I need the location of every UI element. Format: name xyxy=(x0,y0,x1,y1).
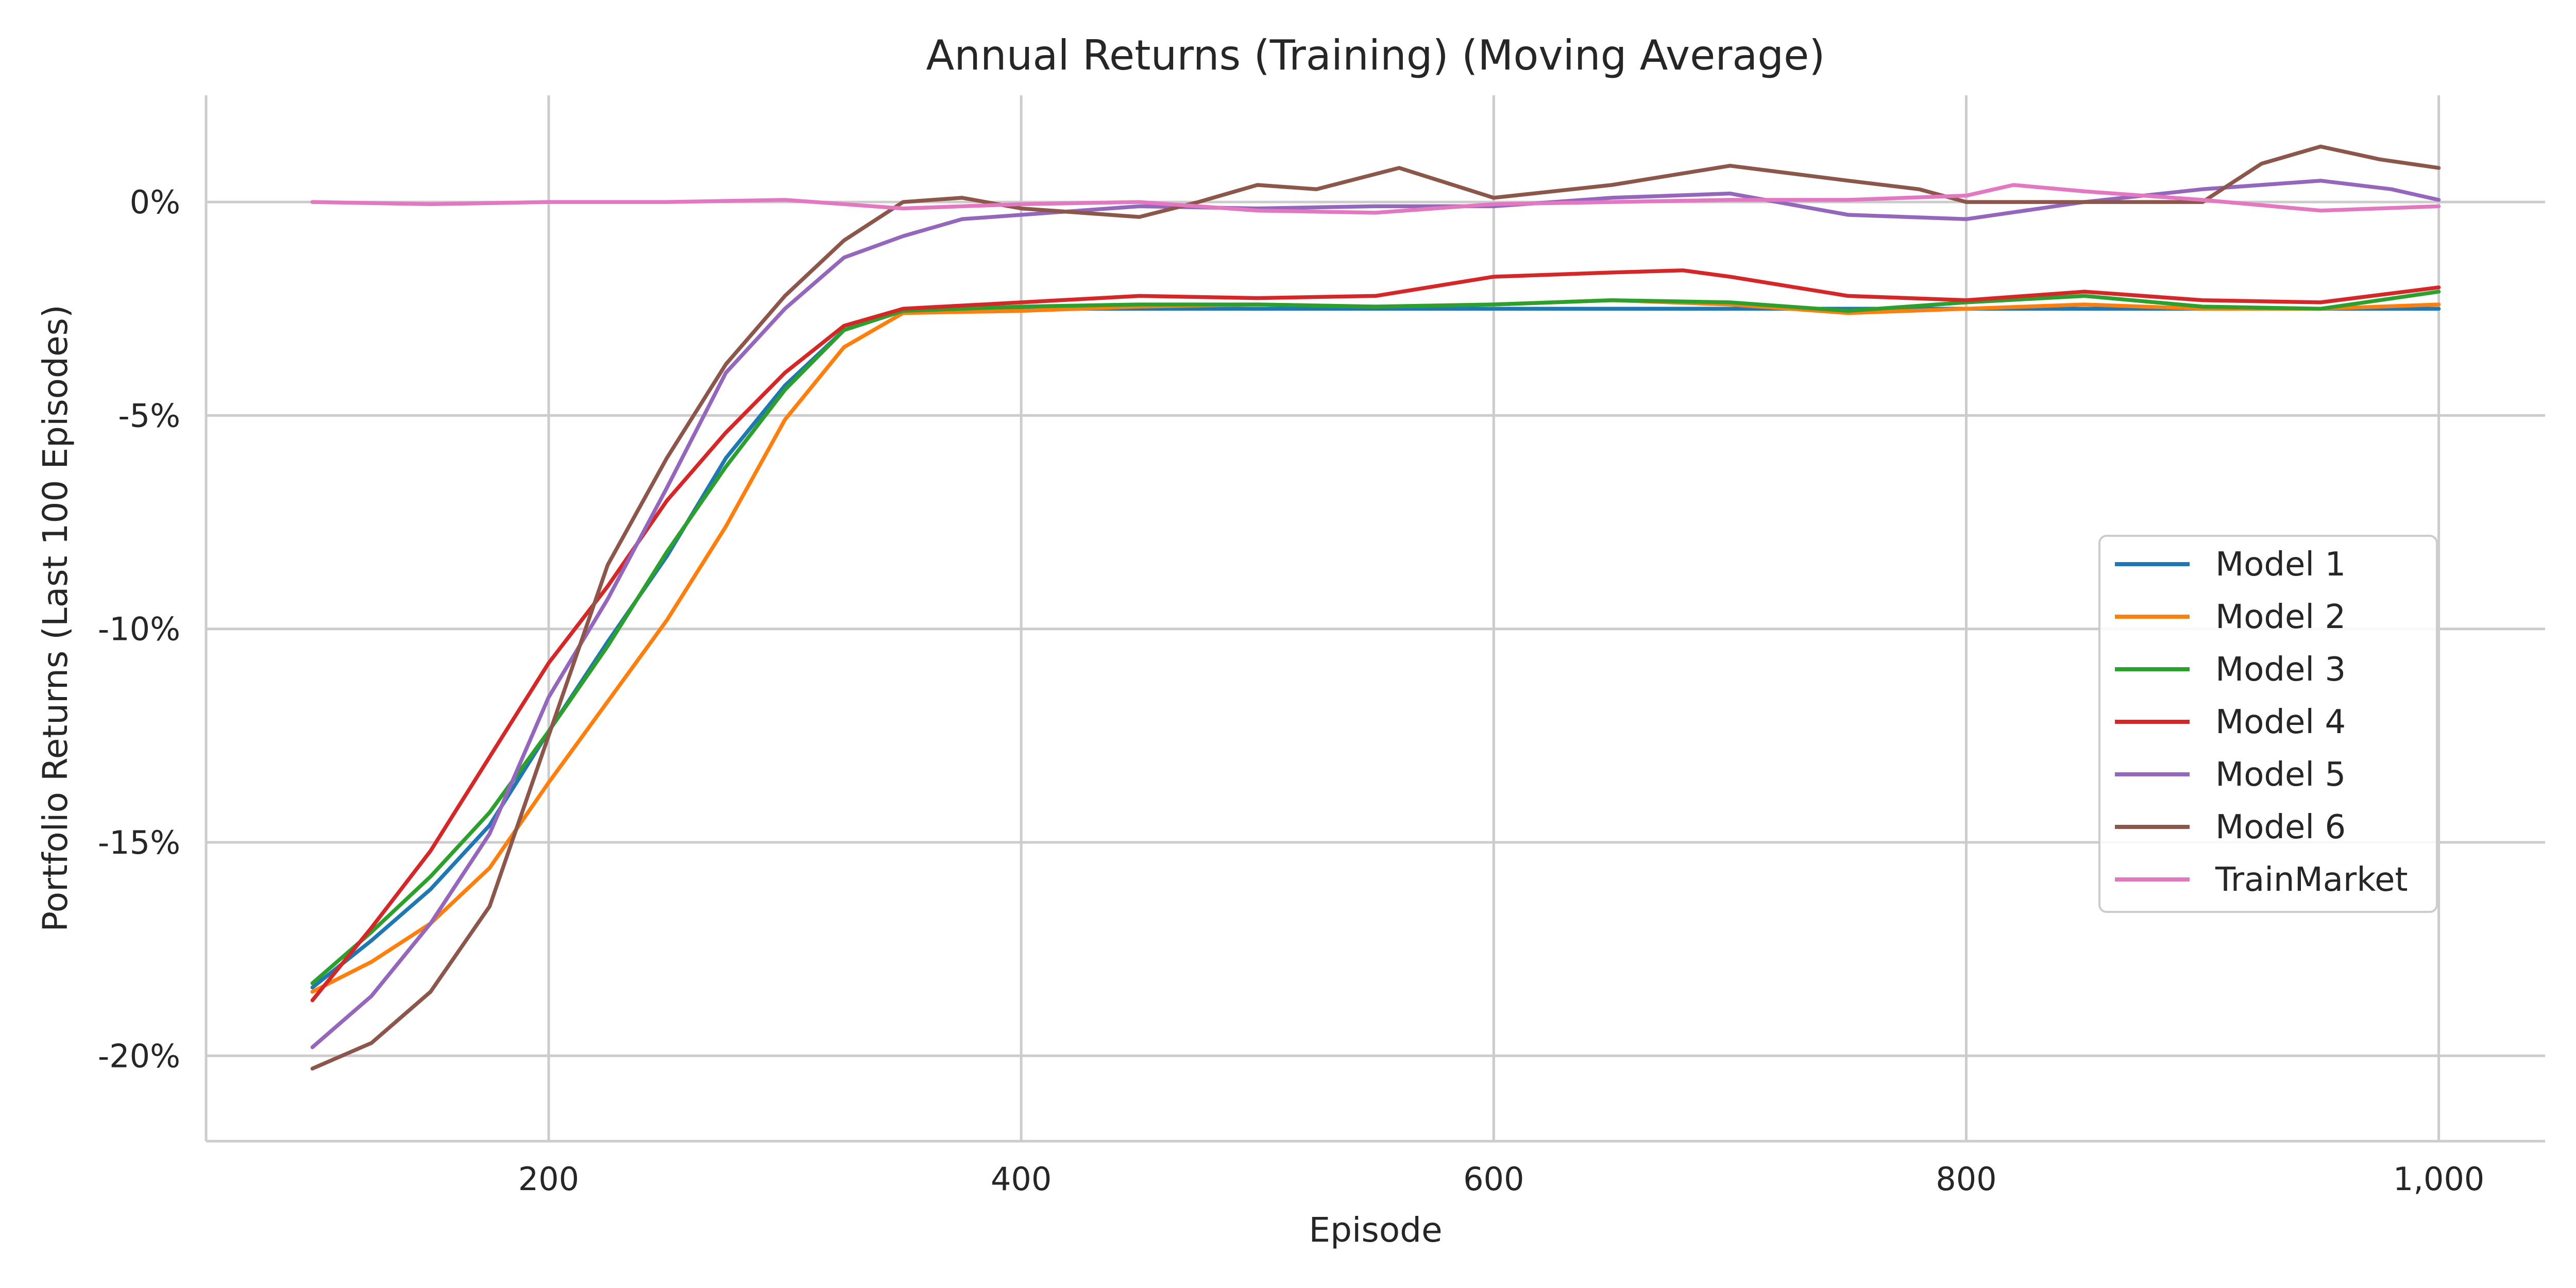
legend-label-model-4: Model 4 xyxy=(2215,703,2346,741)
y-tick-labels: 0% -5% -10% -15% -20% xyxy=(98,183,180,1075)
y-axis-label: Portfolio Returns (Last 100 Episodes) xyxy=(36,304,75,931)
series-line-model-6 xyxy=(310,144,2441,1071)
y-tick-label: 0% xyxy=(130,183,180,221)
x-tick-label: 800 xyxy=(1936,1160,1996,1198)
chart-title: Annual Returns (Training) (Moving Averag… xyxy=(926,31,1825,79)
series-line-model-3 xyxy=(310,290,2441,986)
legend: Model 1 Model 2 Model 3 Model 4 Model 5 Model… xyxy=(2098,535,2438,913)
series-line-trainmarket xyxy=(310,183,2441,215)
legend-label-model-2: Model 2 xyxy=(2215,598,2346,636)
series-line-model-4 xyxy=(310,268,2441,1003)
x-tick-label: 400 xyxy=(991,1160,1052,1198)
y-tick-label: -15% xyxy=(98,824,180,861)
x-tick-labels: 200 400 600 800 1,000 xyxy=(518,1160,2485,1198)
legend-label-trainmarket: TrainMarket xyxy=(2215,861,2408,899)
y-tick-label: -20% xyxy=(98,1037,180,1075)
legend-label-model-6: Model 6 xyxy=(2215,808,2346,846)
gridlines xyxy=(206,95,2545,1141)
x-tick-label: 200 xyxy=(518,1160,579,1198)
series-line-model-2 xyxy=(310,298,2441,994)
y-tick-label: -5% xyxy=(118,397,180,434)
legend-label-model-1: Model 1 xyxy=(2215,546,2346,584)
y-tick-label: -10% xyxy=(98,611,180,648)
legend-items: Model 1 Model 2 Model 3 Model 4 Model 5 Model… xyxy=(2115,546,2408,899)
legend-box xyxy=(2098,535,2438,913)
x-axis-label: Episode xyxy=(1309,1210,1442,1250)
x-tick-label: 600 xyxy=(1463,1160,1524,1198)
x-tick-label: 1,000 xyxy=(2393,1160,2485,1198)
series-line-model-5 xyxy=(310,178,2441,1049)
legend-label-model-5: Model 5 xyxy=(2215,756,2346,794)
series-lines xyxy=(310,144,2441,1071)
legend-label-model-3: Model 3 xyxy=(2215,651,2346,689)
